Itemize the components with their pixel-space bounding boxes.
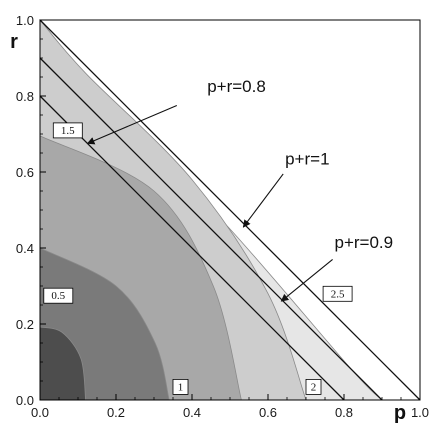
annotation-arrow <box>280 258 333 302</box>
contour-label: 1 <box>172 378 189 395</box>
contour-labels: 0.5 1 1.5 2 2.5 <box>43 122 353 395</box>
x-tick-label: 0.8 <box>335 405 353 420</box>
x-axis-label: p <box>394 402 406 424</box>
contour-label-box <box>52 122 83 139</box>
annotation-label: p+r=1 <box>285 149 329 168</box>
contour-regions <box>39 18 420 401</box>
annotation-label: p+r=0.9 <box>335 233 394 252</box>
annotation-label: p+r=0.8 <box>207 77 266 96</box>
y-axis-label: r <box>10 31 18 53</box>
x-tick-label: 0.2 <box>107 405 125 420</box>
contour-label-box <box>43 287 74 304</box>
contour-label: 2 <box>305 378 322 395</box>
contour-label-box <box>322 285 353 302</box>
axis-ticks: 0.0 0.2 0.4 0.6 0.8 1.0 0.0 0.2 0.4 0.6 0.8 1.0 <box>16 13 429 420</box>
x-tick-label: 1.0 <box>411 405 429 420</box>
reference-line <box>39 19 421 401</box>
contour-label-text: 0.5 <box>51 290 65 302</box>
x-tick-label: 0.4 <box>183 405 201 420</box>
annotations: p+r=0.8 p+r=1 p+r=0.9 <box>86 77 394 302</box>
y-tick-label: 0.4 <box>16 241 34 256</box>
y-tick-label: 0.0 <box>16 393 34 408</box>
reference-lines <box>39 19 421 401</box>
x-tick-label: 0.6 <box>259 405 277 420</box>
reference-line <box>39 95 345 401</box>
contour-label-text: 1.5 <box>61 125 75 137</box>
y-tick-label: 1.0 <box>16 13 34 28</box>
contour-label-box <box>305 378 322 395</box>
y-tick-label: 0.6 <box>16 165 34 180</box>
contour-label-text: 1 <box>178 381 184 393</box>
reference-line <box>39 57 383 401</box>
contour-label-box <box>172 378 189 395</box>
x-tick-label: 0.0 <box>31 405 49 420</box>
annotation-arrow <box>86 104 178 145</box>
y-tick-label: 0.2 <box>16 317 34 332</box>
contour-label: 0.5 <box>43 287 74 304</box>
y-tick-label: 0.8 <box>16 89 34 104</box>
contour-label-text: 2 <box>311 381 317 393</box>
contour-label: 1.5 <box>52 122 83 139</box>
annotation-arrow <box>242 173 284 228</box>
contour-label: 2.5 <box>322 285 353 302</box>
contour-region <box>39 326 87 401</box>
contour-label-text: 2.5 <box>331 288 345 300</box>
